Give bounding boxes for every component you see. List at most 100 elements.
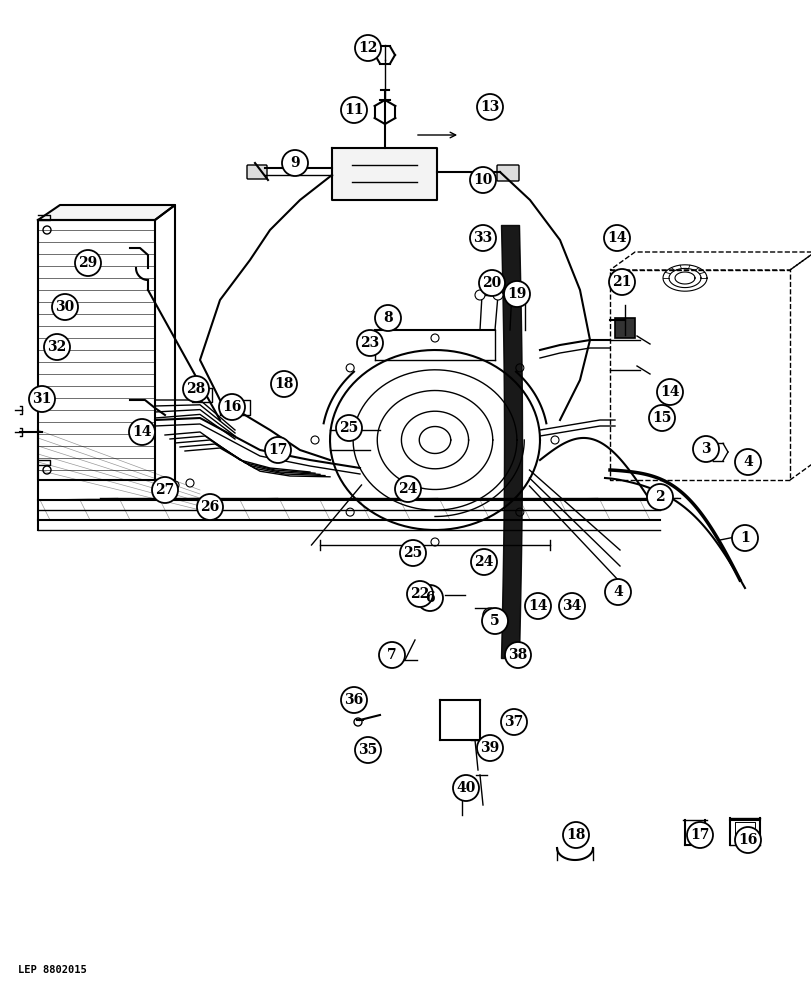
Circle shape [483,608,496,622]
Circle shape [375,305,401,331]
Text: 6: 6 [425,591,434,605]
Text: LEP 8802015: LEP 8802015 [18,965,87,975]
Text: 8: 8 [383,311,393,325]
FancyBboxPatch shape [614,318,634,338]
Circle shape [692,436,718,462]
Circle shape [431,334,439,342]
Text: 35: 35 [358,743,377,757]
Circle shape [264,437,290,463]
Text: 14: 14 [132,425,152,439]
Text: 5: 5 [490,614,500,628]
Circle shape [478,270,504,296]
Circle shape [646,484,672,510]
Circle shape [731,525,757,551]
Text: 20: 20 [482,276,501,290]
Circle shape [551,436,558,444]
Text: 17: 17 [689,828,709,842]
Text: 4: 4 [742,455,752,469]
Circle shape [336,415,362,441]
Circle shape [648,405,674,431]
Circle shape [43,226,51,234]
Text: 19: 19 [507,287,526,301]
Circle shape [431,538,439,546]
Text: 7: 7 [387,648,397,662]
Circle shape [734,449,760,475]
Circle shape [311,436,319,444]
Circle shape [341,97,367,123]
Text: 38: 38 [508,648,527,662]
Circle shape [281,150,307,176]
Circle shape [357,330,383,356]
Circle shape [476,735,502,761]
Circle shape [345,508,354,516]
Polygon shape [38,205,175,220]
Circle shape [500,709,526,735]
Text: 37: 37 [504,715,523,729]
Circle shape [515,364,523,372]
Text: 18: 18 [274,377,294,391]
Circle shape [271,371,297,397]
Circle shape [379,642,405,668]
Circle shape [345,364,354,372]
Text: 4: 4 [612,585,622,599]
Circle shape [219,394,245,420]
Circle shape [656,379,682,405]
Text: 25: 25 [403,546,422,560]
Circle shape [75,250,101,276]
Circle shape [29,386,55,412]
Circle shape [453,775,478,801]
Circle shape [44,334,70,360]
Circle shape [470,167,496,193]
Text: 31: 31 [32,392,52,406]
Circle shape [515,508,523,516]
Circle shape [504,642,530,668]
Text: 29: 29 [79,256,97,270]
Text: 18: 18 [565,828,585,842]
Circle shape [525,593,551,619]
Circle shape [510,290,521,300]
Circle shape [43,466,51,474]
Text: 16: 16 [222,400,242,414]
Text: 24: 24 [398,482,417,496]
Text: 14: 14 [607,231,626,245]
Circle shape [604,579,630,605]
Circle shape [504,281,530,307]
Circle shape [171,481,178,489]
Text: 3: 3 [701,442,710,456]
Circle shape [152,477,178,503]
Text: 26: 26 [200,500,219,514]
Text: 34: 34 [562,599,581,613]
Circle shape [470,549,496,575]
Circle shape [686,822,712,848]
Circle shape [474,290,484,300]
FancyBboxPatch shape [247,165,267,179]
Text: 13: 13 [480,100,499,114]
Text: 16: 16 [737,833,757,847]
Text: 22: 22 [410,587,429,601]
Text: 33: 33 [473,231,492,245]
Text: 28: 28 [187,382,205,396]
Text: 9: 9 [290,156,299,170]
Circle shape [394,476,420,502]
Circle shape [558,593,584,619]
Circle shape [186,479,194,487]
Text: 32: 32 [47,340,67,354]
Text: 10: 10 [473,173,492,187]
Text: 2: 2 [654,490,664,504]
Text: 40: 40 [456,781,475,795]
Circle shape [197,494,223,520]
Circle shape [52,294,78,320]
Polygon shape [332,148,436,200]
Circle shape [182,376,208,402]
Text: 24: 24 [474,555,493,569]
Circle shape [354,35,380,61]
Circle shape [354,737,380,763]
Circle shape [492,290,502,300]
Circle shape [400,540,426,566]
Text: 25: 25 [339,421,358,435]
Text: 15: 15 [651,411,671,425]
Text: 12: 12 [358,41,377,55]
Circle shape [736,532,746,542]
Text: 11: 11 [344,103,363,117]
Circle shape [734,827,760,853]
